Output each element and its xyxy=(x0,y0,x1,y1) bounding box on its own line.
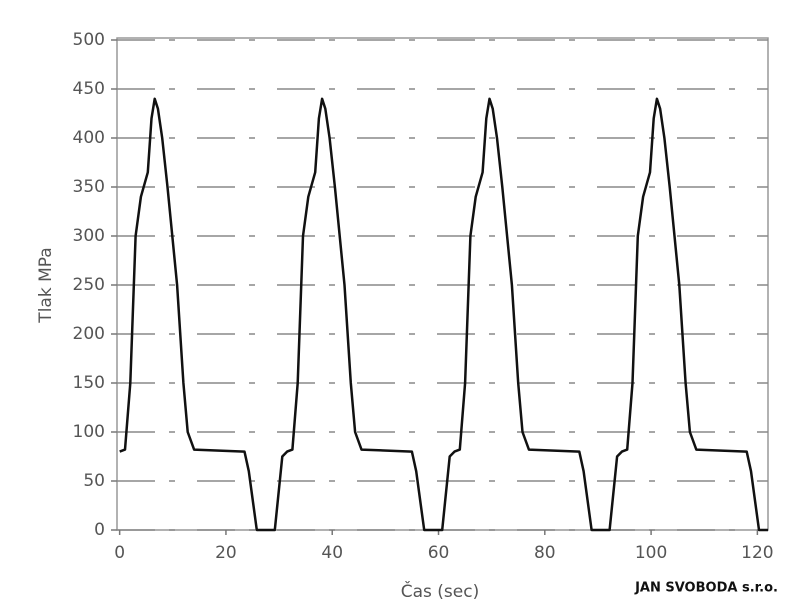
y-tick-label: 50 xyxy=(83,471,105,491)
y-tick-label: 450 xyxy=(73,79,105,99)
x-tick-label: 100 xyxy=(635,543,667,563)
x-tick-label: 120 xyxy=(741,543,773,563)
y-axis-label: Tlak MPa xyxy=(36,247,56,323)
y-tick-label: 200 xyxy=(73,324,105,344)
y-tick-label: 500 xyxy=(73,30,105,50)
x-tick-label: 20 xyxy=(215,543,237,563)
y-tick-label: 350 xyxy=(73,177,105,197)
watermark: JAN SVOBODA s.r.o. xyxy=(634,581,778,596)
y-tick-label: 300 xyxy=(73,226,105,246)
x-axis-label: Čas (sec) xyxy=(401,580,479,602)
y-tick-label: 0 xyxy=(94,520,105,540)
x-tick-label: 60 xyxy=(428,543,450,563)
plot-frame xyxy=(116,37,769,531)
x-tick-label: 40 xyxy=(321,543,343,563)
y-tick-label: 100 xyxy=(73,422,105,442)
y-tick-label: 250 xyxy=(73,275,105,295)
y-tick-label: 150 xyxy=(73,373,105,393)
x-tick-label: 80 xyxy=(534,543,556,563)
pressure-line xyxy=(119,97,768,532)
y-tick-label: 400 xyxy=(73,128,105,148)
x-tick-label: 0 xyxy=(114,543,125,563)
